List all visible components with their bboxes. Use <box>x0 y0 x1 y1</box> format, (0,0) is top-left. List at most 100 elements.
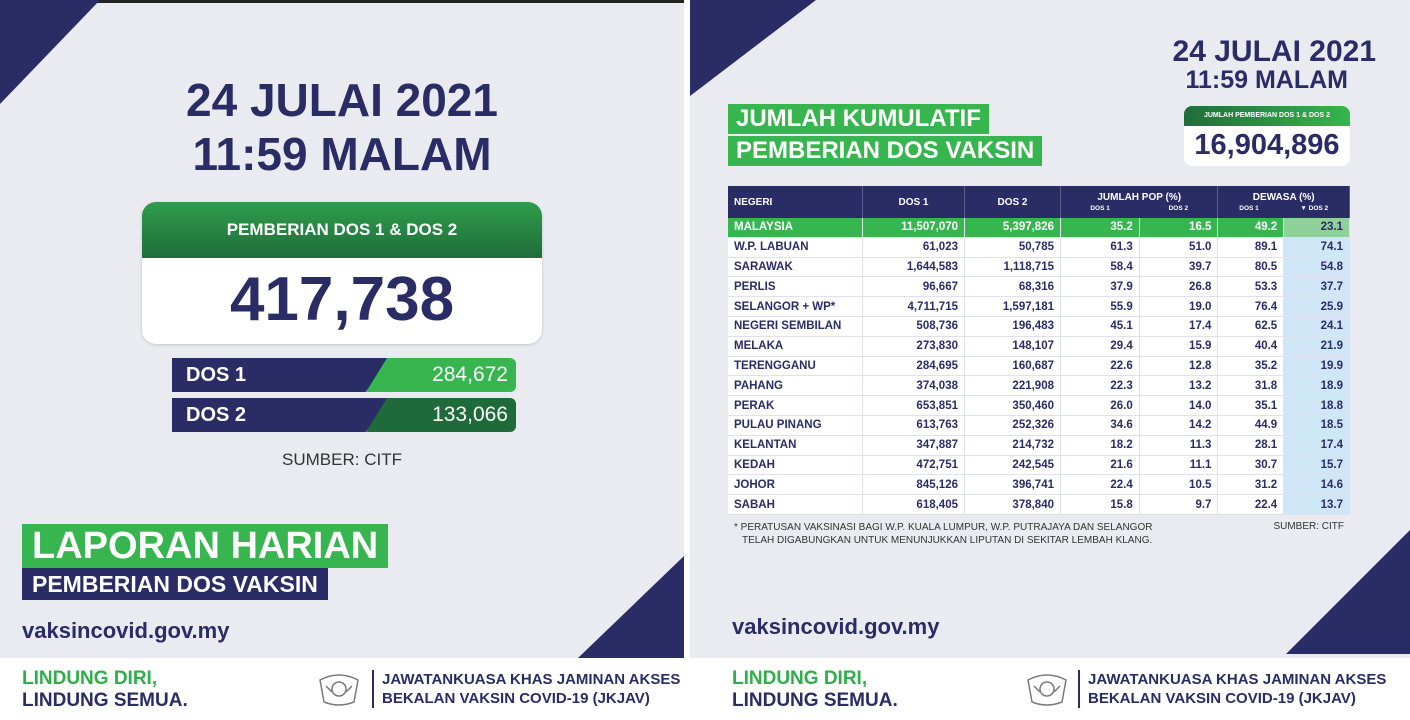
cell-state: PAHANG <box>728 375 863 397</box>
cell-dos2: 214,732 <box>964 435 1061 456</box>
cell-pop2: 15.9 <box>1139 336 1219 357</box>
cumulative-total-card: JUMLAH PEMBERIAN DOS 1 & DOS 2 16,904,89… <box>1184 106 1350 166</box>
table-row: SELANGOR + WP* 4,711,715 1,597,181 55.9 19.0… <box>728 296 1350 317</box>
slogan-line2: LINDUNG SEMUA. <box>732 690 898 711</box>
cumulative-total-label: JUMLAH PEMBERIAN DOS 1 & DOS 2 <box>1184 106 1350 126</box>
coat-of-arms-icon <box>319 674 359 706</box>
header-jumlah-pop: JUMLAH POP (%) DOS 1 DOS 2 <box>1060 186 1219 218</box>
dose1-label: DOS 1 <box>172 358 392 392</box>
cell-dos2: 221,908 <box>964 375 1061 397</box>
report-time: 11:59 MALAM <box>1185 66 1348 94</box>
source-label: SUMBER: CITF <box>1273 521 1344 532</box>
cell-dos2: 378,840 <box>964 494 1061 515</box>
cell-adult1: 35.2 <box>1217 356 1285 377</box>
cell-dos1: 374,038 <box>862 375 965 397</box>
cell-state: JOHOR <box>728 474 863 496</box>
cell-pop2: 14.0 <box>1139 395 1219 416</box>
table-row: PERAK 653,851 350,460 26.0 14.0 35.1 18.8 <box>728 395 1350 416</box>
cell-dos2: 350,460 <box>964 395 1061 416</box>
cell-pop2: 11.3 <box>1139 435 1219 456</box>
daily-report-panel: 24 JULAI 2021 11:59 MALAM PEMBERIAN DOS … <box>0 0 684 720</box>
cell-pop1: 34.6 <box>1060 415 1140 436</box>
agency-line1: JAWATANKUASA KHAS JAMINAN AKSES <box>1088 671 1387 688</box>
cell-pop2: 16.5 <box>1139 218 1219 238</box>
dose1-value: 284,672 <box>366 358 516 392</box>
cell-dos1: 61,023 <box>862 237 965 258</box>
cell-pop2: 14.2 <box>1139 415 1219 436</box>
cell-dos1: 284,695 <box>862 356 965 377</box>
dose2-label: DOS 2 <box>172 398 392 432</box>
cell-adult2: 18.8 <box>1283 395 1350 416</box>
cell-pop2: 26.8 <box>1139 276 1219 298</box>
table-row: MELAKA 273,830 148,107 29.4 15.9 40.4 21.9 <box>728 336 1350 357</box>
report-title: LAPORAN HARIAN <box>22 524 389 568</box>
header-adult-dos2-sorted[interactable]: ▼ DOS 2 <box>1300 205 1329 212</box>
table-row: TERENGGANU 284,695 160,687 22.6 12.8 35.2 19.9 <box>728 356 1350 377</box>
cell-state: KELANTAN <box>728 435 863 456</box>
report-subtitle: PEMBERIAN DOS VAKSIN <box>22 568 328 600</box>
cell-adult1: 76.4 <box>1217 296 1285 317</box>
cell-pop1: 61.3 <box>1060 237 1140 258</box>
report-date: 24 JULAI 2021 <box>1172 35 1376 68</box>
cell-state: MALAYSIA <box>728 218 863 238</box>
cell-adult2: 19.9 <box>1283 356 1350 377</box>
cumulative-report-panel: 24 JULAI 2021 11:59 MALAM JUMLAH KUMULAT… <box>690 0 1410 720</box>
agency-line2: BEKALAN VAKSIN COVID-19 (JKJAV) <box>382 690 650 707</box>
cell-adult1: 28.1 <box>1217 435 1285 456</box>
cell-state: SABAH <box>728 494 863 515</box>
cell-dos1: 1,644,583 <box>862 257 965 278</box>
cell-state: MELAKA <box>728 336 863 357</box>
cell-pop1: 22.3 <box>1060 375 1140 397</box>
cell-dos1: 11,507,070 <box>862 218 965 238</box>
cell-pop1: 35.2 <box>1060 218 1140 238</box>
cell-pop2: 9.7 <box>1139 494 1219 515</box>
footnote-line2: TELAH DIGABUNGKAN UNTUK MENUNJUKKAN LIPU… <box>742 535 1153 546</box>
cell-adult1: 53.3 <box>1217 276 1285 298</box>
cell-pop2: 11.1 <box>1139 455 1219 476</box>
cell-dos2: 242,545 <box>964 455 1061 476</box>
cell-adult2: 13.7 <box>1283 494 1350 515</box>
cell-state: PERLIS <box>728 276 863 298</box>
table-row: SABAH 618,405 378,840 15.8 9.7 22.4 13.7 <box>728 494 1350 515</box>
header-dos1: DOS 1 <box>862 186 965 218</box>
website-link[interactable]: vaksincovid.gov.my <box>732 614 940 639</box>
cumulative-total-value: 16,904,896 <box>1194 129 1340 161</box>
header-dewasa-label: DEWASA (%) <box>1252 192 1315 203</box>
table-row: PULAU PINANG 613,763 252,326 34.6 14.2 44.9 18… <box>728 415 1350 436</box>
cell-pop1: 26.0 <box>1060 395 1140 416</box>
table-row: PERLIS 96,667 68,316 37.9 26.8 53.3 37.7 <box>728 276 1350 298</box>
cell-adult2: 25.9 <box>1283 296 1350 317</box>
table-row: JOHOR 845,126 396,741 22.4 10.5 31.2 14.6 <box>728 474 1350 496</box>
cell-pop1: 37.9 <box>1060 276 1140 298</box>
table-row: W.P. LABUAN 61,023 50,785 61.3 51.0 89.1 74.1 <box>728 237 1350 258</box>
top-edge-line <box>0 0 684 3</box>
cell-dos2: 196,483 <box>964 316 1061 337</box>
header-dewasa: DEWASA (%) DOS 1 ▼ DOS 2 <box>1217 186 1350 218</box>
cell-pop1: 45.1 <box>1060 316 1140 337</box>
footer: LINDUNG DIRI, LINDUNG SEMUA. JAWATANKUAS… <box>690 658 1410 720</box>
header-pop-dos2: DOS 2 <box>1168 205 1189 212</box>
slogan: LINDUNG DIRI, LINDUNG SEMUA. <box>732 668 898 712</box>
cell-adult1: 44.9 <box>1217 415 1285 436</box>
website-link[interactable]: vaksincovid.gov.my <box>22 618 230 643</box>
cell-adult1: 30.7 <box>1217 455 1285 476</box>
cell-dos1: 845,126 <box>862 474 965 496</box>
cell-pop1: 55.9 <box>1060 296 1140 317</box>
cell-pop1: 21.6 <box>1060 455 1140 476</box>
header-jumlah-pop-label: JUMLAH POP (%) <box>1097 192 1182 203</box>
cell-pop2: 17.4 <box>1139 316 1219 337</box>
cell-dos1: 4,711,715 <box>862 296 965 317</box>
cell-pop1: 22.4 <box>1060 474 1140 496</box>
cell-state: SELANGOR + WP* <box>728 296 863 317</box>
report-time: 11:59 MALAM <box>192 128 492 180</box>
agency-name: JAWATANKUASA KHAS JAMINAN AKSES BEKALAN … <box>1078 670 1386 708</box>
cell-pop1: 15.8 <box>1060 494 1140 515</box>
header-adult-dos1: DOS 1 <box>1239 205 1259 212</box>
dose2-row: DOS 2 133,066 <box>172 398 516 432</box>
table-body: MALAYSIA 11,507,070 5,397,826 35.2 16.5 49.2 2… <box>728 218 1350 515</box>
slogan: LINDUNG DIRI, LINDUNG SEMUA. <box>22 668 188 712</box>
cell-pop1: 58.4 <box>1060 257 1140 278</box>
header-dos2: DOS 2 <box>964 186 1061 218</box>
cell-dos2: 68,316 <box>964 276 1061 298</box>
cell-dos1: 508,736 <box>862 316 965 337</box>
